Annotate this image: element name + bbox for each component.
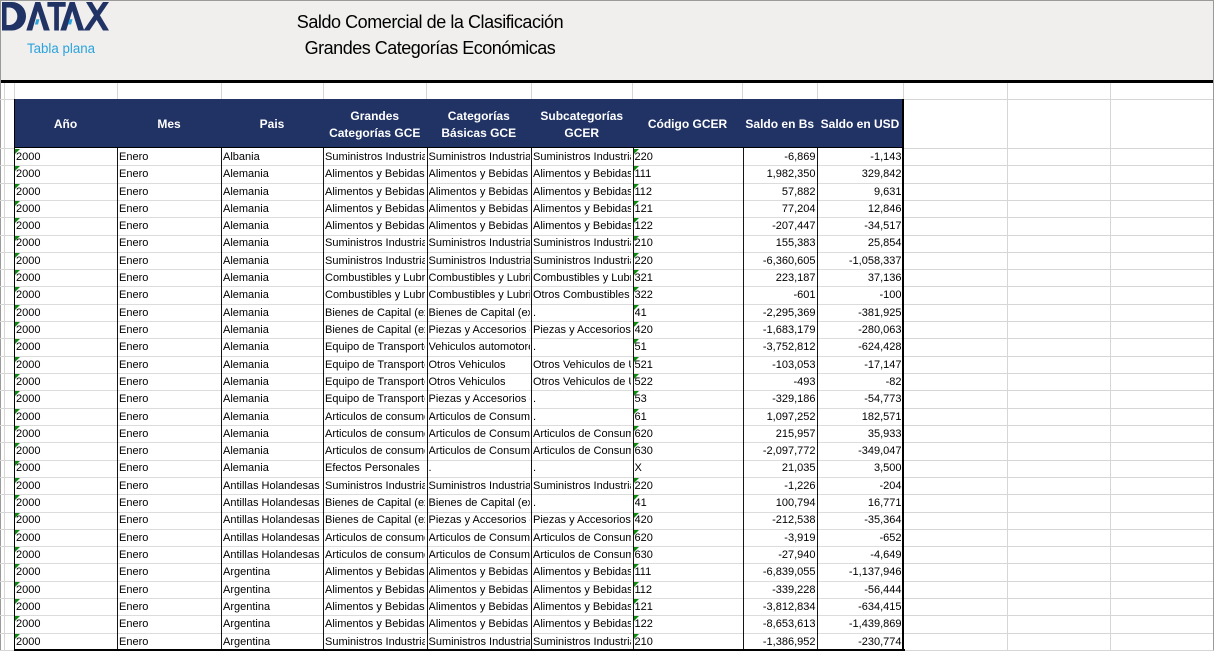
svg-text:Tabla plana: Tabla plana (27, 41, 95, 57)
